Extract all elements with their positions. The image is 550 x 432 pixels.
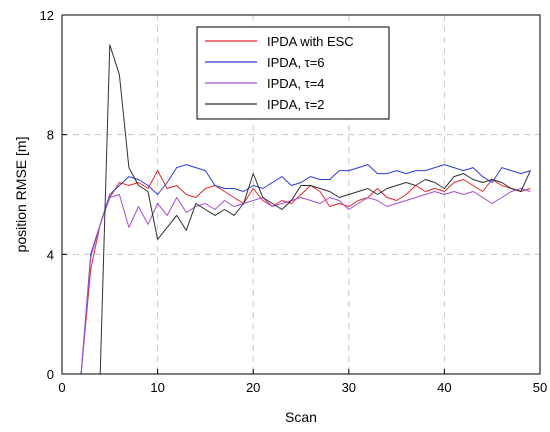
legend-label: IPDA, τ=6 (267, 55, 325, 70)
series-line (71, 164, 531, 375)
y-axis-label: position RMSE [m] (13, 137, 29, 253)
y-tick-label: 8 (47, 128, 54, 143)
series-line (71, 188, 531, 375)
ticks: 0 10 20 30 40 50 0 4 8 12 (40, 8, 548, 395)
legend-label: IPDA with ESC (267, 34, 354, 49)
x-axis-label: Scan (285, 409, 317, 425)
series-line (71, 170, 531, 375)
x-tick-label: 10 (150, 380, 164, 395)
series-line (71, 44, 531, 375)
x-tick-label: 50 (533, 380, 547, 395)
legend-label: IPDA, τ=2 (267, 97, 325, 112)
legend-label: IPDA, τ=4 (267, 76, 325, 91)
legend: IPDA with ESC IPDA, τ=6 IPDA, τ=4 IPDA, τ=2 (196, 26, 390, 120)
plot-frame (61, 14, 541, 375)
x-tick-label: 20 (246, 380, 260, 395)
x-tick-label: 40 (437, 380, 451, 395)
y-tick-label: 4 (47, 247, 54, 262)
x-tick-label: 0 (58, 380, 65, 395)
y-tick-label: 12 (40, 8, 54, 23)
series-layer (71, 44, 531, 375)
y-tick-label: 0 (47, 367, 54, 382)
x-tick-label: 30 (342, 380, 356, 395)
